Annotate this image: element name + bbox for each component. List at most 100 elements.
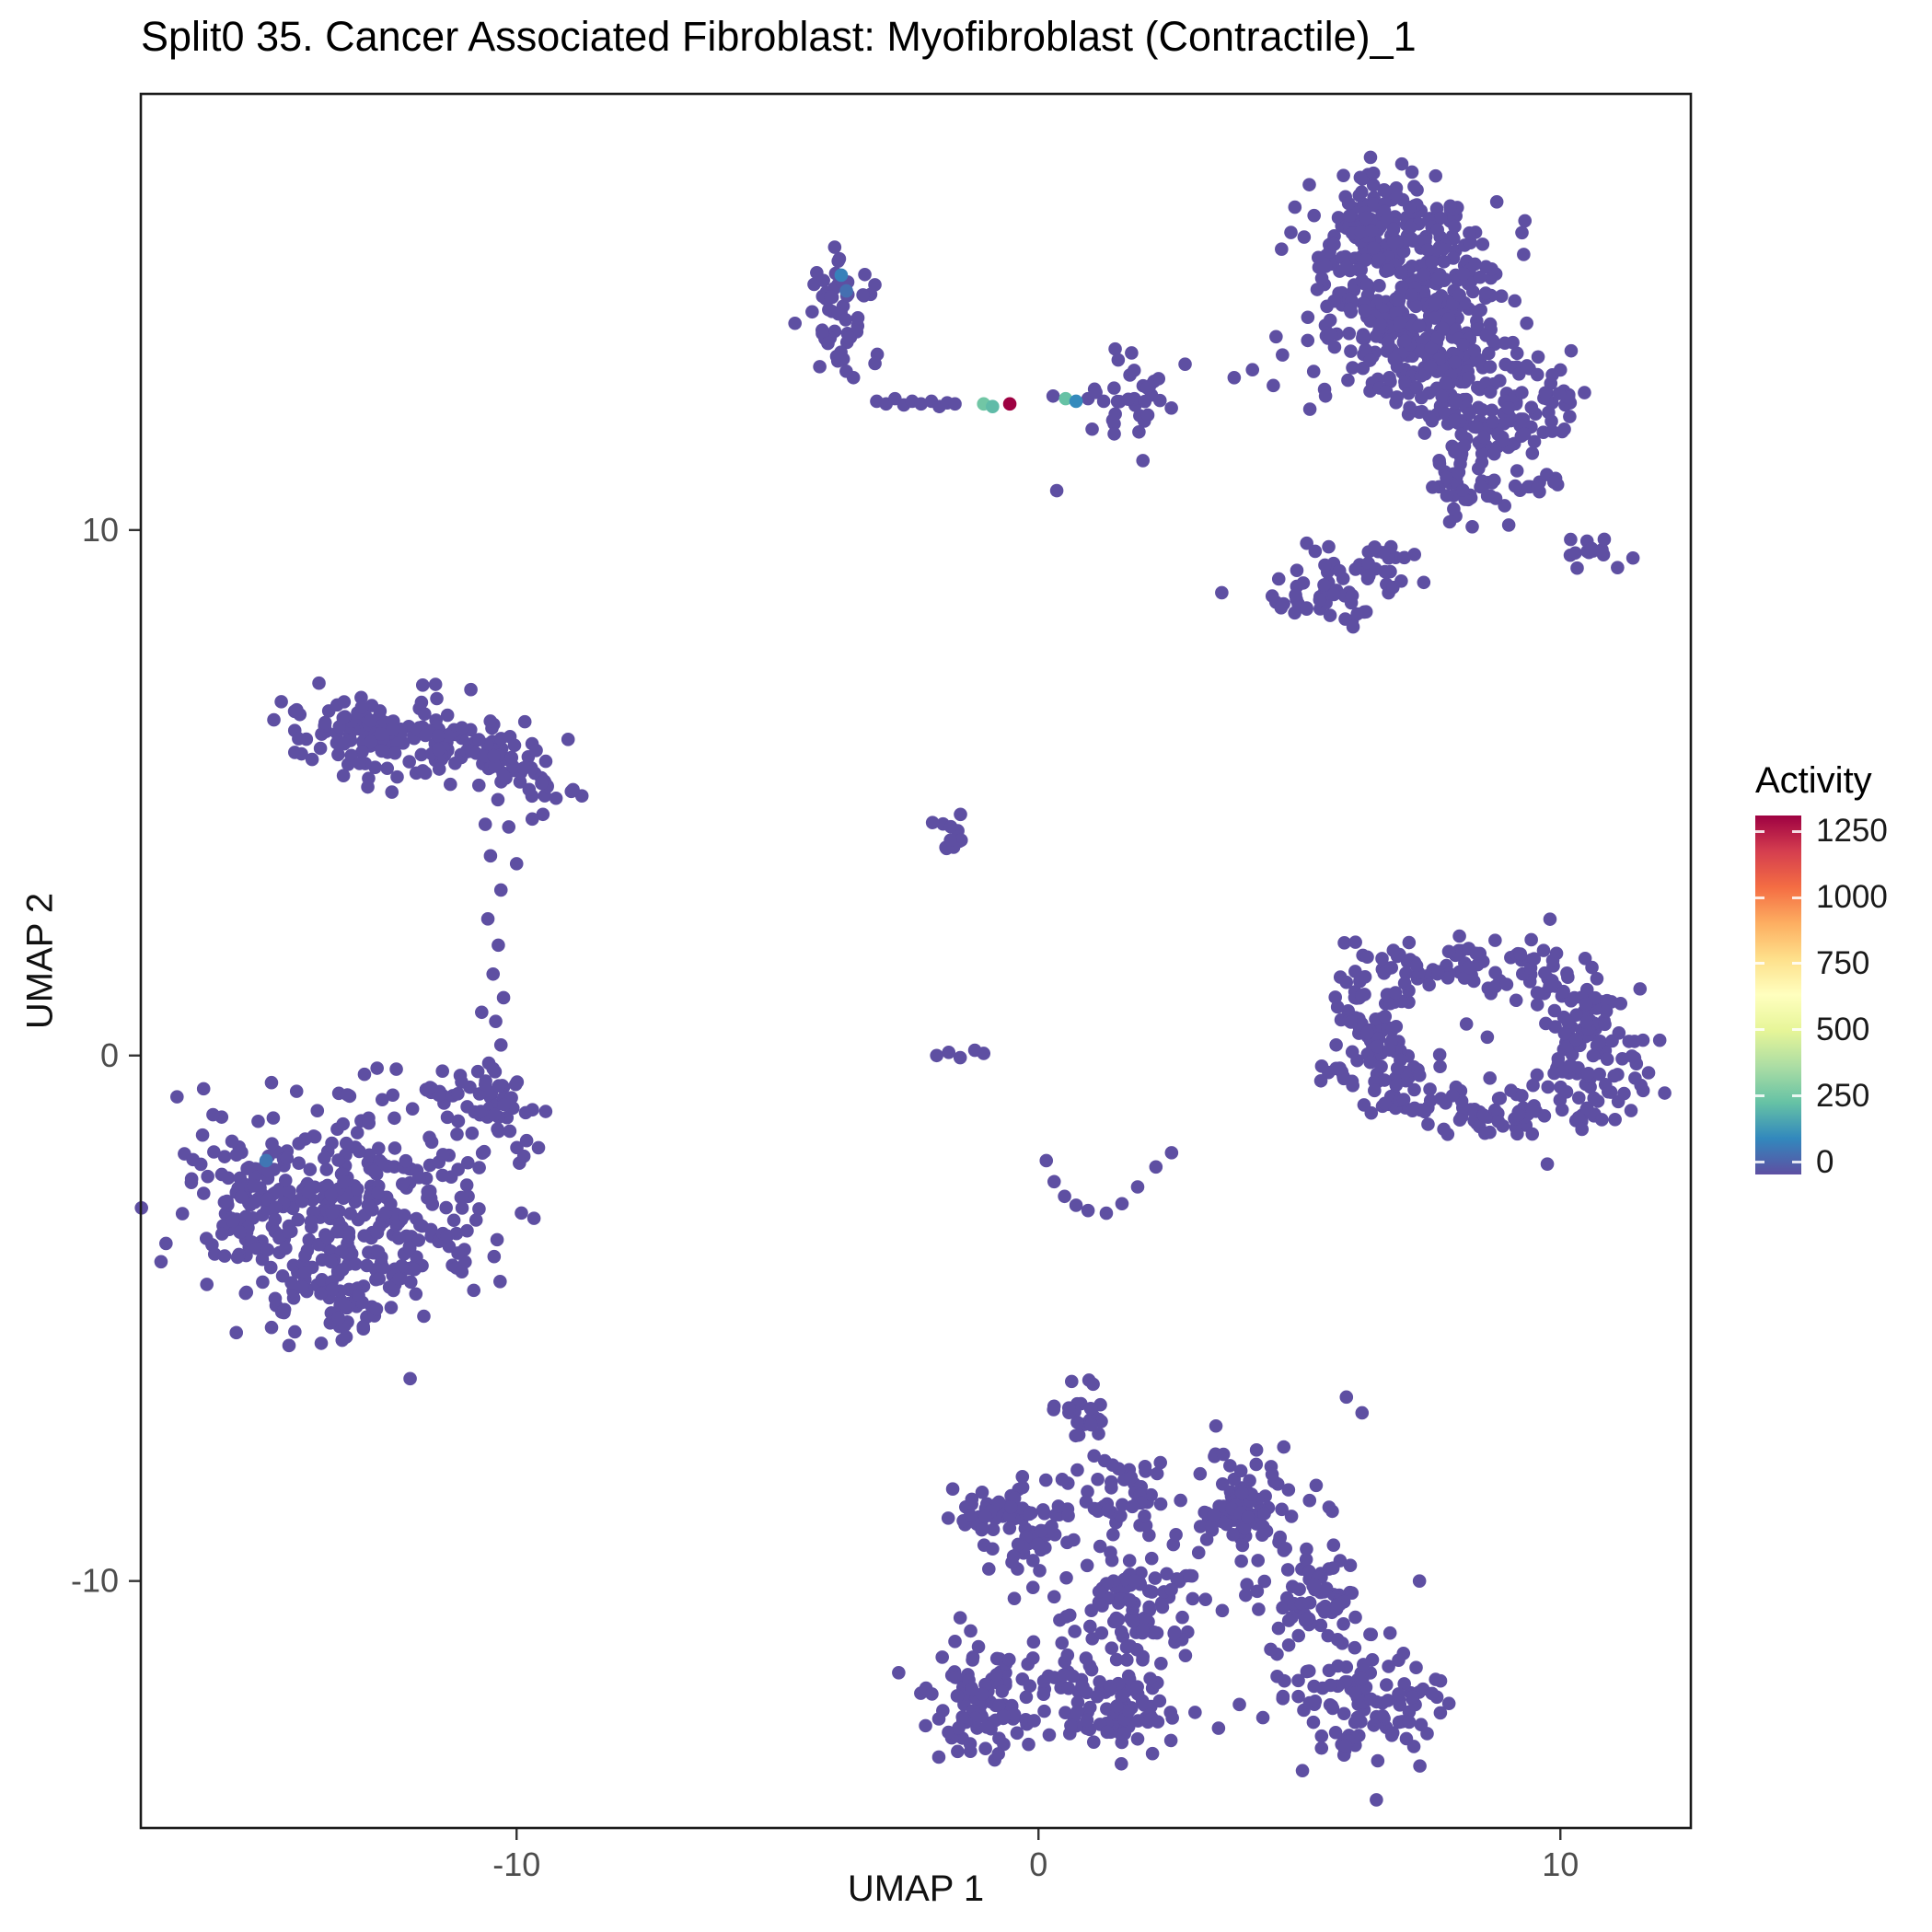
cell-point <box>1245 363 1260 377</box>
cell-point <box>1371 251 1386 266</box>
cell-point <box>1047 1590 1061 1604</box>
cell-point <box>1539 1016 1553 1031</box>
cell-point <box>1114 1625 1128 1639</box>
cell-point <box>493 883 508 897</box>
cell-point <box>1476 1108 1491 1122</box>
cell-point <box>477 749 492 763</box>
cell-point <box>350 1126 364 1140</box>
cell-point <box>1257 1574 1272 1589</box>
cell-point <box>1379 385 1394 399</box>
cell-point <box>473 1105 488 1118</box>
cell-point <box>1463 406 1476 421</box>
cell-point <box>402 1241 417 1255</box>
cell-point <box>1284 226 1298 239</box>
cell-point <box>1107 417 1121 431</box>
cell-point <box>1406 1690 1419 1705</box>
cell-point <box>1327 237 1341 251</box>
cell-point <box>1299 1552 1313 1567</box>
cell-point <box>1036 1687 1051 1701</box>
cell-point <box>989 1668 1003 1682</box>
cell-point <box>1277 1440 1291 1454</box>
cell-point <box>1352 189 1367 202</box>
cell-point <box>304 1214 318 1229</box>
cell-point <box>284 1276 298 1290</box>
cell-point <box>305 752 319 767</box>
cell-point <box>1062 1608 1077 1623</box>
cell-point <box>1622 1035 1637 1048</box>
cell-point <box>249 1241 264 1255</box>
cell-point <box>360 1258 374 1273</box>
cell-point <box>1536 943 1551 957</box>
cell-point <box>217 1150 232 1163</box>
cell-point <box>184 1175 199 1190</box>
cell-point <box>1348 1685 1362 1700</box>
cell-point <box>1055 1636 1070 1650</box>
cell-point <box>268 1291 283 1306</box>
cell-point <box>1542 405 1556 420</box>
cell-point <box>1439 376 1453 390</box>
cell-point <box>470 1064 485 1079</box>
cell-point <box>1386 235 1401 249</box>
cell-point <box>1570 561 1584 575</box>
cell-point <box>529 744 543 758</box>
cell-point <box>362 1245 376 1259</box>
cell-point <box>1501 401 1516 415</box>
cell-point <box>1499 978 1514 991</box>
cell-point <box>159 1236 173 1251</box>
cell-point <box>1348 562 1362 576</box>
cell-point <box>1007 1707 1022 1722</box>
cell-point <box>1483 317 1498 331</box>
cell-point <box>352 1289 365 1302</box>
cell-point <box>1448 445 1462 459</box>
cell-point <box>914 397 928 411</box>
cell-point <box>971 1639 986 1654</box>
cell-point <box>1414 390 1429 405</box>
cell-point <box>298 1248 312 1263</box>
cell-point <box>813 360 827 374</box>
cell-point <box>1477 1126 1492 1140</box>
cell-point <box>1382 1660 1395 1673</box>
cell-point <box>507 738 522 753</box>
x-tick-label: -10 <box>492 1845 540 1883</box>
cell-point <box>538 1105 553 1118</box>
cell-point <box>418 728 433 743</box>
cell-point <box>503 1124 517 1139</box>
cell-point <box>490 1232 504 1247</box>
cell-point <box>1026 1554 1040 1568</box>
cell-point <box>1430 223 1444 237</box>
cell-point <box>312 676 326 690</box>
cell-point <box>1430 272 1445 286</box>
cell-point <box>489 1014 503 1028</box>
cell-point <box>277 1302 292 1317</box>
cell-point <box>1382 1625 1397 1640</box>
cell-point <box>1144 1551 1159 1566</box>
x-tick-label: 10 <box>1542 1845 1579 1883</box>
cell-point <box>416 764 430 778</box>
cell-point <box>1471 461 1486 476</box>
cell-point <box>1295 1764 1310 1778</box>
cell-point <box>1381 1694 1395 1707</box>
cell-point <box>963 1737 978 1751</box>
cell-point <box>1227 370 1242 385</box>
cell-point <box>1508 294 1522 308</box>
cell-point <box>1142 1600 1156 1614</box>
cell-point <box>1163 1733 1178 1748</box>
cell-point <box>292 732 306 746</box>
cell-point <box>1341 373 1355 388</box>
cell-point <box>1346 619 1360 634</box>
cell-point <box>538 754 553 769</box>
cell-point <box>314 1336 329 1350</box>
cell-point <box>965 1492 979 1507</box>
cell-point <box>1375 952 1389 966</box>
cell-point <box>1525 1127 1540 1141</box>
cell-point <box>856 288 870 302</box>
cell-point <box>1140 381 1154 395</box>
cell-point <box>1160 1567 1174 1581</box>
cell-point <box>1433 1706 1448 1720</box>
cell-point <box>978 1741 992 1756</box>
cell-point <box>1055 1473 1070 1487</box>
cell-point <box>1164 401 1178 415</box>
cell-point <box>267 712 281 727</box>
cell-point <box>1358 970 1372 984</box>
legend-tick-mark <box>1792 1094 1801 1098</box>
